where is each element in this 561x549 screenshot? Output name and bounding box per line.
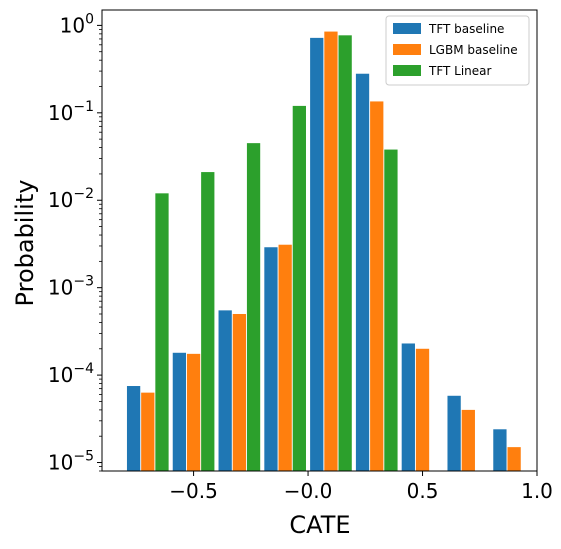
bar-lgbm-baseline-3 <box>278 244 292 471</box>
bar-lgbm-baseline-5 <box>370 101 384 472</box>
bar-tft-baseline-6 <box>401 343 415 471</box>
y-axis-label: Probability <box>11 180 39 307</box>
bar-lgbm-baseline-0 <box>141 392 155 471</box>
legend-label-2: TFT Linear <box>428 64 492 78</box>
bar-lgbm-baseline-7 <box>461 409 475 471</box>
legend-swatch-2 <box>393 65 421 76</box>
x-axis-label: CATE <box>289 511 350 539</box>
bar-lgbm-baseline-2 <box>232 313 247 471</box>
bar-tft-linear-2 <box>246 143 261 471</box>
bar-lgbm-baseline-8 <box>507 447 521 471</box>
bar-tft-baseline-4 <box>310 37 324 472</box>
bar-tft-baseline-7 <box>447 395 461 471</box>
legend: TFT baseline LGBM baseline TFT Linear <box>385 15 530 86</box>
bar-lgbm-baseline-1 <box>186 353 201 471</box>
bars-layer <box>126 31 521 472</box>
bar-tft-linear-5 <box>384 149 398 471</box>
x-axis: −0.5 −0.0 0.5 1.0 <box>169 471 553 503</box>
x-tick-label-0: −0.5 <box>169 479 218 503</box>
y-tick-label-0: 10−5 <box>48 449 94 475</box>
bar-lgbm-baseline-6 <box>415 348 430 471</box>
bar-lgbm-baseline-4 <box>324 31 338 471</box>
bar-tft-baseline-1 <box>172 352 187 471</box>
x-tick-label-1: −0.0 <box>284 479 333 503</box>
bar-tft-baseline-8 <box>493 429 507 471</box>
legend-swatch-1 <box>393 44 421 55</box>
bar-tft-linear-3 <box>292 105 306 472</box>
legend-box <box>385 15 530 86</box>
bar-tft-baseline-2 <box>218 310 232 471</box>
plot-frame <box>101 9 538 472</box>
bar-tft-linear-4 <box>338 35 352 471</box>
y-tick-label-5: 100 <box>60 11 94 37</box>
y-tick-label-2: 10−3 <box>48 274 94 300</box>
bar-tft-baseline-0 <box>126 386 141 471</box>
legend-swatch-0 <box>393 23 421 34</box>
legend-label-0: TFT baseline <box>428 22 504 36</box>
x-tick-label-3: 1.0 <box>521 479 553 503</box>
bar-tft-baseline-5 <box>355 73 370 471</box>
bar-tft-linear-1 <box>201 172 215 471</box>
y-tick-label-3: 10−2 <box>48 186 94 212</box>
y-tick-label-4: 10−1 <box>48 99 94 125</box>
legend-label-1: LGBM baseline <box>429 43 518 57</box>
x-tick-label-2: 0.5 <box>407 479 439 503</box>
bar-tft-linear-0 <box>155 193 169 471</box>
y-tick-label-1: 10−4 <box>48 361 94 387</box>
bar-tft-baseline-3 <box>264 247 278 471</box>
y-axis: 10−5 10−4 10−3 10−2 10−1 100 <box>48 11 102 475</box>
